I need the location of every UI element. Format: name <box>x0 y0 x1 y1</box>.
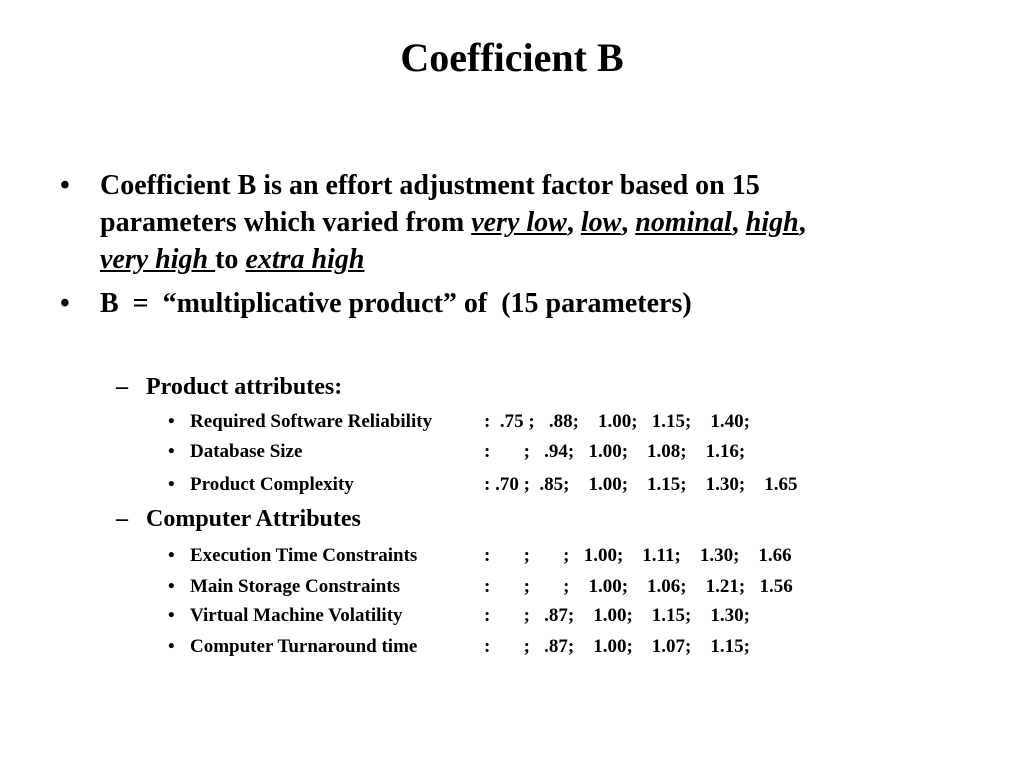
emphasis: high <box>745 207 799 238</box>
text: , <box>566 207 581 238</box>
emphasis: very high <box>100 244 216 275</box>
item-dot: • <box>168 576 175 597</box>
emphasis: nominal <box>635 207 732 238</box>
sub-heading: Product attributes: <box>146 374 343 400</box>
item-dot: • <box>168 474 175 495</box>
sub-heading: Computer Attributes <box>146 506 361 532</box>
emphasis: very low <box>471 207 567 238</box>
dash: – <box>116 506 128 532</box>
text: Coefficient B is an effort adjustment fa… <box>100 170 760 201</box>
item-label: Virtual Machine Volatility <box>190 605 403 626</box>
item-label: Database Size <box>190 441 303 462</box>
item-label: Execution Time Constraints <box>190 545 418 566</box>
text: , <box>731 207 746 238</box>
item-values: : .75 ; .88; 1.00; 1.15; 1.40; <box>484 411 750 432</box>
bullet-dot: • <box>60 170 70 201</box>
item-values: : .70 ; .85; 1.00; 1.15; 1.30; 1.65 <box>484 474 798 495</box>
title: Coefficient B <box>400 35 624 80</box>
emphasis: low <box>580 207 622 238</box>
item-dot: • <box>168 441 175 462</box>
item-dot: • <box>168 636 175 657</box>
item-values: : ; .94; 1.00; 1.08; 1.16; <box>484 441 746 462</box>
item-dot: • <box>168 545 175 566</box>
item-label: Required Software Reliability <box>190 411 433 432</box>
item-label: Product Complexity <box>190 474 354 495</box>
item-values: : ; .87; 1.00; 1.15; 1.30; <box>484 605 750 626</box>
item-dot: • <box>168 411 175 432</box>
dash: – <box>116 374 128 400</box>
text: to <box>215 244 246 275</box>
text: parameters which varied from <box>100 207 472 238</box>
item-values: : ; ; 1.00; 1.06; 1.21; 1.56 <box>484 576 793 597</box>
item-label: Main Storage Constraints <box>190 576 401 597</box>
emphasis: extra high <box>245 244 365 275</box>
text: , <box>798 207 806 238</box>
bullet-dot: • <box>60 288 70 319</box>
bullet: Coefficient B is an effort adjustment fa… <box>100 167 806 278</box>
item-values: : ; .87; 1.00; 1.07; 1.15; <box>484 636 750 657</box>
item-label: Computer Turnaround time <box>190 636 418 657</box>
text: , <box>621 207 636 238</box>
item-dot: • <box>168 605 175 626</box>
item-values: : ; ; 1.00; 1.11; 1.30; 1.66 <box>484 545 792 566</box>
bullet: B = “multiplicative product” of (15 para… <box>100 288 692 319</box>
